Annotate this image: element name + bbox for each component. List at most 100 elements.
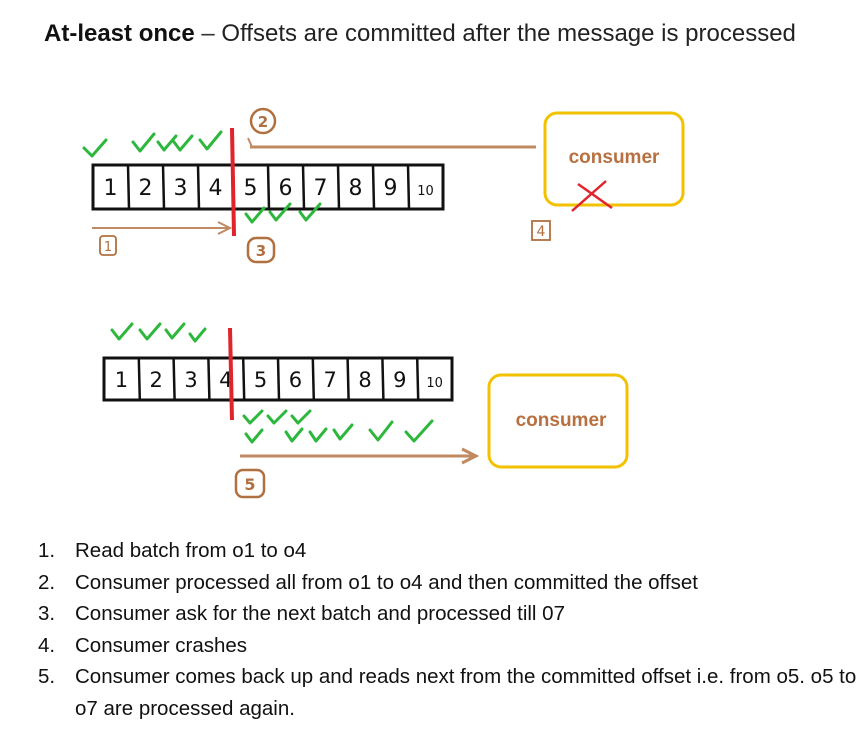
marker-4-label: 4 (537, 224, 546, 240)
check-mark (298, 202, 322, 222)
marker-1: 1 (99, 235, 117, 256)
offset-cell-1: 1 (104, 176, 118, 201)
step-number: 2. (38, 570, 56, 594)
marker-1-label: 1 (104, 240, 112, 255)
offset-cell-1: 1 (115, 368, 128, 392)
check-mark (266, 409, 288, 425)
offset-divider (336, 164, 341, 210)
marker-3: 3 (246, 236, 276, 264)
check-mark (172, 134, 194, 152)
consumer-label-top: consumer (569, 147, 660, 168)
check-mark (198, 130, 223, 151)
check-mark (404, 419, 434, 443)
arrow-reread (240, 447, 480, 465)
offset-divider (381, 357, 385, 401)
check-mark (82, 138, 108, 158)
step-item: 1. Read batch from o1 to o4 (38, 535, 858, 567)
check-mark (188, 327, 207, 343)
step-item: 2. Consumer processed all from o1 to o4 a… (38, 567, 858, 599)
check-mark (284, 427, 304, 443)
offset-divider (415, 357, 420, 401)
crash-cross-icon (571, 180, 613, 212)
title-rest: Offsets are committed after the message … (221, 20, 796, 47)
marker-2-label: 2 (258, 113, 268, 131)
offset-cell-10: 10 (426, 376, 443, 391)
offset-cell-3: 3 (174, 176, 188, 201)
check-mark (244, 428, 264, 444)
step-text: Consumer comes back up and reads next fr… (75, 665, 857, 720)
offset-cell-2: 2 (139, 176, 153, 201)
offset-cell-7: 7 (314, 176, 328, 201)
offset-divider (241, 357, 246, 401)
consumer-box-bottom: consumer (487, 373, 629, 469)
bottom-checks-below (242, 409, 434, 444)
offset-cell-10: 10 (417, 184, 434, 199)
check-mark (368, 420, 394, 442)
offset-divider (161, 164, 166, 210)
check-mark (332, 423, 354, 441)
step-item: 4. Consumer crashes (38, 630, 858, 662)
offset-cell-8: 8 (349, 176, 363, 201)
bottom-scene: 1 2 3 4 5 6 7 8 9 10 5 consumer (102, 322, 629, 499)
offset-divider (276, 357, 281, 401)
offset-divider (266, 164, 271, 210)
offset-cell-5: 5 (254, 368, 267, 392)
steps-list: 1. Read batch from o1 to o4 2. Consumer pr… (38, 535, 858, 724)
consumer-box-top: consumer (543, 111, 685, 212)
marker-4: 4 (531, 220, 551, 241)
check-mark (290, 409, 312, 425)
check-mark (268, 202, 292, 222)
step-text: Consumer processed all from o1 to o4 and… (75, 570, 698, 594)
commit-line (228, 327, 234, 421)
offset-divider (371, 164, 376, 210)
offset-divider (311, 357, 316, 401)
top-scene: 1 2 3 4 5 6 7 8 9 10 1 2 3 (82, 107, 685, 264)
offset-divider (406, 164, 411, 210)
arrow-read-batch (92, 221, 233, 235)
check-mark (244, 206, 266, 224)
offset-divider (301, 164, 306, 210)
step-number: 1. (38, 539, 56, 562)
consumer-label-bottom: consumer (516, 410, 607, 431)
check-mark (156, 134, 178, 152)
step-number: 5. (38, 665, 56, 688)
title-bold: At-least once (44, 20, 195, 47)
top-checks-above (82, 130, 223, 158)
offset-divider (137, 357, 142, 401)
offset-divider (346, 357, 350, 401)
top-offset-row: 1 2 3 4 5 6 7 8 9 10 (91, 163, 445, 211)
page-title: At-least once – Offsets are committed af… (44, 20, 796, 48)
check-mark (242, 409, 264, 425)
offset-dividers (137, 357, 420, 401)
marker-5: 5 (234, 468, 266, 499)
marker-5-label: 5 (244, 475, 255, 494)
offset-cell-9: 9 (393, 368, 406, 392)
step-number: 4. (38, 633, 56, 657)
offset-divider (196, 164, 201, 210)
offset-cell-4: 4 (209, 176, 223, 201)
check-mark (138, 322, 162, 341)
offset-labels: 1 2 3 4 5 6 7 8 9 10 (115, 368, 443, 392)
step-item: 3. Consumer ask for the next batch and pr… (38, 598, 858, 630)
bottom-checks-above (110, 322, 207, 343)
offset-dividers (126, 164, 411, 210)
top-checks-below (244, 202, 322, 224)
offset-divider (207, 357, 211, 401)
marker-3-label: 3 (256, 242, 266, 260)
step-text: Read batch from o1 to o4 (75, 539, 307, 562)
check-mark (308, 427, 328, 443)
offset-cell-9: 9 (384, 176, 398, 201)
step-item: 5. Consumer comes back up and reads next … (38, 661, 858, 724)
offset-divider (126, 164, 131, 210)
offset-cell-5: 5 (244, 176, 258, 201)
offset-cell-8: 8 (358, 368, 371, 392)
check-mark (110, 322, 134, 341)
offset-cell-2: 2 (150, 368, 163, 392)
commit-line (230, 127, 236, 237)
offset-cell-7: 7 (324, 368, 337, 392)
check-mark (164, 322, 186, 340)
step-text: Consumer crashes (75, 633, 248, 657)
marker-2: 2 (247, 107, 536, 149)
offset-cell-3: 3 (184, 368, 197, 392)
